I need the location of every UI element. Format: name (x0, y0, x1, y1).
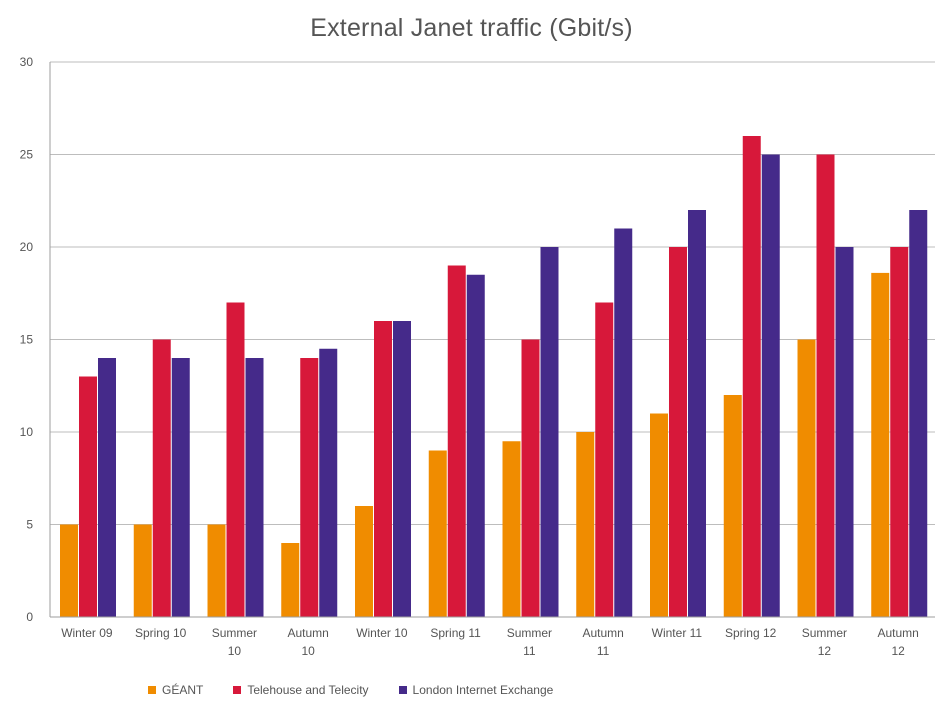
x-tick-label: 10 (301, 644, 315, 658)
bar (447, 265, 466, 617)
bar (207, 524, 226, 617)
bar (595, 302, 614, 617)
x-tick-label: Winter 11 (652, 626, 703, 640)
bar (152, 339, 171, 617)
x-tick-label: Autumn (582, 626, 623, 640)
legend-label: GÉANT (162, 683, 204, 697)
bar (79, 376, 97, 617)
bar (909, 210, 928, 617)
legend-label: Telehouse and Telecity (247, 683, 369, 697)
bar (723, 395, 742, 617)
x-tick-label: 11 (597, 644, 610, 658)
bar (466, 274, 485, 617)
chart-title: External Janet traffic (Gbit/s) (310, 14, 633, 42)
bar (669, 247, 687, 617)
bar (540, 247, 559, 617)
y-tick-label: 15 (20, 333, 34, 347)
bar (355, 506, 373, 617)
bar (816, 154, 835, 617)
x-tick-label: Winter 10 (356, 626, 408, 640)
bar (835, 247, 854, 617)
x-tick-label: 10 (228, 644, 242, 658)
x-tick-label: 12 (891, 644, 905, 658)
bar (98, 358, 116, 617)
bar (502, 441, 521, 617)
legend-item: GÉANT (148, 683, 203, 697)
bar (890, 247, 909, 617)
legend-swatch (233, 686, 242, 694)
y-tick-label: 30 (20, 55, 34, 69)
legend-label: London Internet Exchange (412, 683, 554, 697)
bar (226, 302, 245, 617)
bar (171, 358, 190, 617)
bar (521, 339, 540, 617)
bar (300, 358, 319, 617)
x-tick-label: Spring 12 (725, 626, 777, 640)
x-tick-label: Autumn (287, 626, 328, 640)
x-tick-label: Spring 10 (135, 626, 187, 640)
bar (319, 348, 338, 617)
bar (614, 228, 633, 617)
bar (742, 136, 761, 617)
bar (281, 543, 300, 617)
y-tick-label: 20 (20, 240, 34, 254)
bar (393, 321, 411, 617)
bar (650, 413, 668, 617)
x-tick-label: Summer (507, 626, 552, 640)
x-tick-label: 12 (818, 644, 832, 658)
y-tick-label: 10 (20, 425, 34, 439)
legend-item: London Internet Exchange (398, 683, 554, 697)
bar (871, 272, 890, 617)
bar (60, 524, 78, 617)
legend-swatch (148, 686, 156, 694)
x-tick-label: 11 (523, 644, 536, 658)
x-tick-label: Spring 11 (430, 626, 481, 640)
bar (245, 358, 264, 617)
x-tick-label: Autumn (877, 626, 918, 640)
x-tick-label: Summer (212, 626, 257, 640)
x-tick-label: Summer (802, 626, 847, 640)
legend: GÉANT Telehouse and Telecity London Intern… (148, 680, 583, 700)
bar (688, 210, 706, 617)
bar (374, 321, 392, 617)
bar (797, 339, 816, 617)
bar-chart: 0 5 10 15 20 25 30 Winter 09 Spring 10 Summer 10 Au… (20, 55, 935, 658)
bar (761, 154, 780, 617)
y-tick-label: 25 (20, 148, 34, 162)
bar (576, 432, 595, 617)
bar (428, 450, 447, 617)
legend-item: Telehouse and Telecity (233, 683, 369, 697)
y-tick-label: 0 (26, 610, 33, 624)
bar (133, 524, 152, 617)
legend-swatch (398, 686, 407, 694)
y-tick-label: 5 (26, 518, 33, 532)
x-tick-label: Winter 09 (61, 626, 113, 640)
